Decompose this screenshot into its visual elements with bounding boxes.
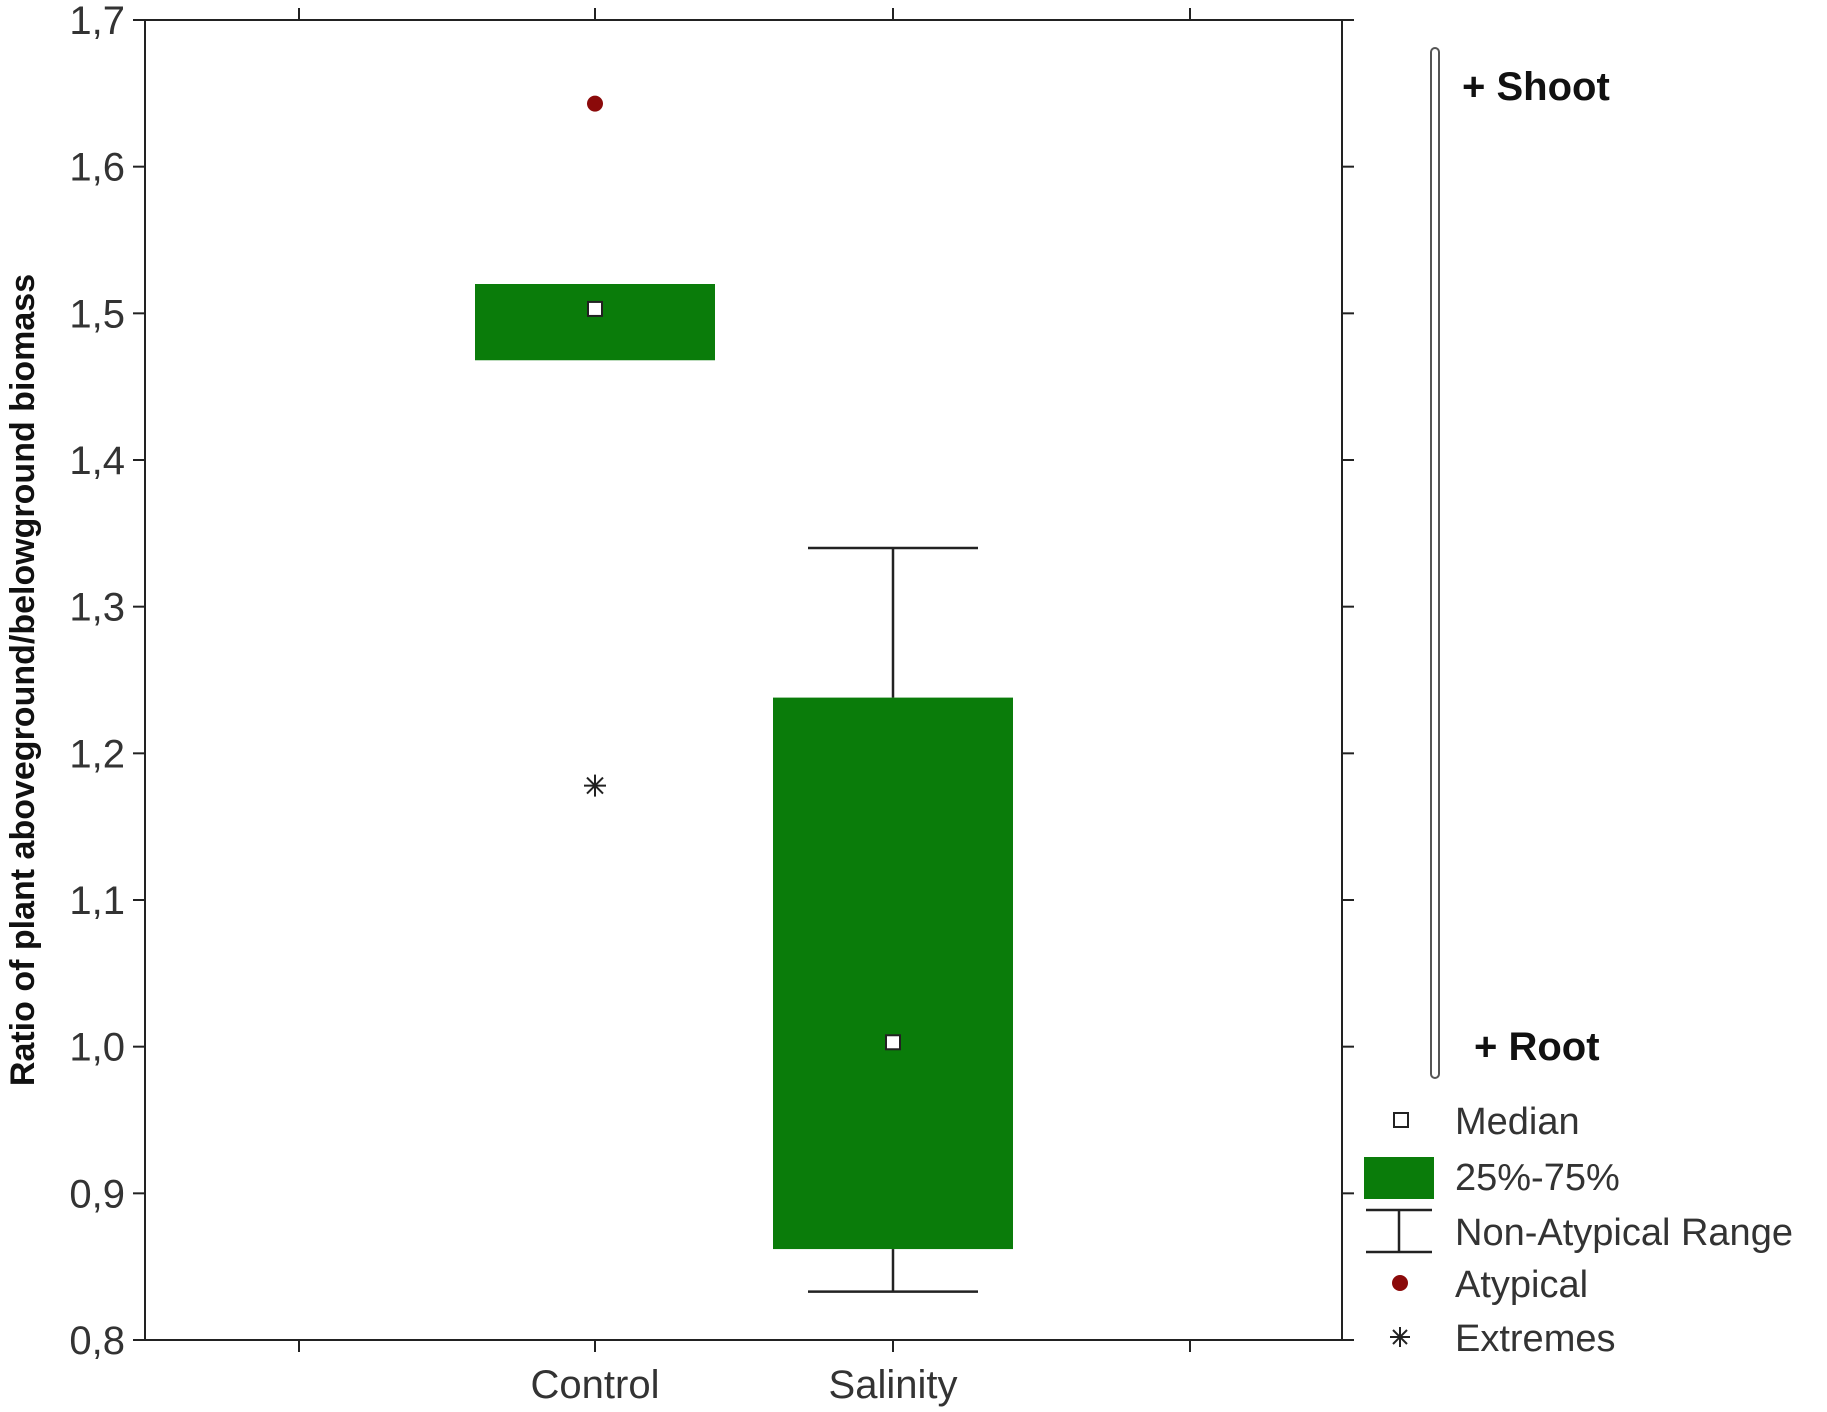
y-axis-label: Ratio of plant aboveground/belowground b… [4, 274, 42, 1086]
legend-median-icon [1393, 1112, 1409, 1128]
legend-box-icon [1364, 1157, 1434, 1199]
legend-range-label: Non-Atypical Range [1455, 1212, 1793, 1254]
y-tick-label: 1,1 [69, 879, 125, 923]
legend-atypical-icon [1392, 1275, 1408, 1291]
category-label: Salinity [829, 1363, 958, 1407]
box-iqr [773, 697, 1013, 1250]
legend-median-label: Median [1455, 1101, 1580, 1143]
y-tick-label: 1,5 [69, 292, 125, 336]
box-iqr [475, 284, 715, 361]
shoot-root-bar [1430, 47, 1440, 1079]
y-tick-label: 1,6 [69, 146, 125, 190]
median-marker [587, 300, 603, 317]
y-tick-label: 1,3 [69, 586, 125, 630]
y-tick-label: 0,9 [69, 1172, 125, 1216]
median-marker [885, 1034, 901, 1051]
extreme-point [584, 774, 606, 797]
shoot-label: + Shoot [1462, 65, 1610, 109]
legend-atypical-label: Atypical [1455, 1264, 1588, 1306]
y-axis: 0,8 0,9 1,0 1,1 1,2 1,3 1,4 1,5 1,6 1,7 [69, 0, 1354, 1363]
legend-range-icon [1366, 1208, 1432, 1254]
x-axis: Control Salinity [298, 8, 1191, 1407]
legend-box-label: 25%-75% [1455, 1157, 1620, 1199]
y-tick-label: 1,0 [69, 1026, 125, 1070]
legend: Median 25%-75% Non-Atypical Range Atypic… [1364, 1101, 1793, 1360]
y-tick-label: 1,2 [69, 732, 125, 776]
category-label: Control [531, 1363, 660, 1407]
shoot-root-scale: + Shoot + Root [1430, 47, 1610, 1079]
y-tick-label: 0,8 [69, 1319, 125, 1363]
box-series [475, 95, 1013, 1293]
plot-frame [144, 19, 1343, 1341]
legend-extreme-label: Extremes [1455, 1318, 1615, 1360]
atypical-point [587, 95, 603, 112]
y-tick-label: 1,4 [69, 439, 125, 483]
root-label: + Root [1474, 1025, 1600, 1069]
legend-extreme-icon [1390, 1327, 1410, 1347]
y-tick-label: 1,7 [69, 0, 125, 43]
